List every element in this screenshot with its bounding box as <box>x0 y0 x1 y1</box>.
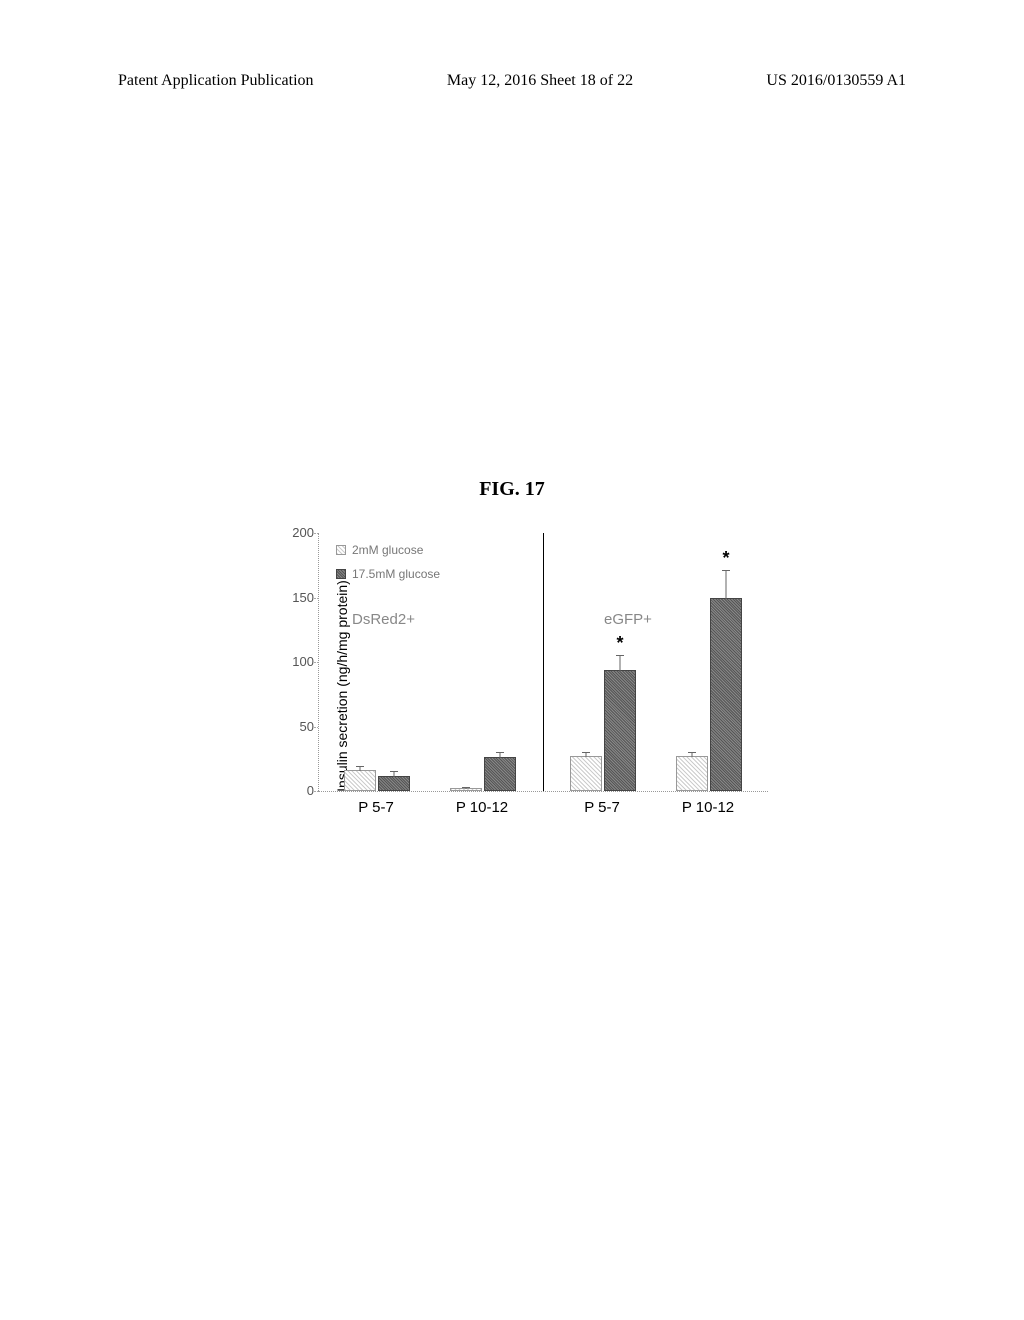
error-cap <box>390 771 398 772</box>
y-axis <box>318 533 319 791</box>
y-tick-label: 0 <box>274 783 314 798</box>
panel-label: DsRed2+ <box>352 611 415 628</box>
x-tick-label: P 5-7 <box>562 799 642 816</box>
error-cap <box>496 752 504 753</box>
error-cap <box>356 766 364 767</box>
y-tick-mark <box>314 662 318 663</box>
significance-marker: * <box>616 633 623 654</box>
y-tick-label: 200 <box>274 525 314 540</box>
bar-group: * <box>676 598 742 792</box>
bar <box>344 770 376 791</box>
x-tick-label: P 10-12 <box>442 799 522 816</box>
y-tick-label: 150 <box>274 590 314 605</box>
page-header: Patent Application Publication May 12, 2… <box>0 72 1024 90</box>
error-cap <box>582 752 590 753</box>
y-axis-label: Insulin secretion (ng/h/mg protein) <box>334 580 350 792</box>
y-tick-mark <box>314 533 318 534</box>
bar: * <box>604 670 636 791</box>
y-tick-label: 100 <box>274 654 314 669</box>
error-cap <box>688 752 696 753</box>
bar-group <box>344 770 410 791</box>
significance-marker: * <box>722 548 729 569</box>
y-tick-mark <box>314 727 318 728</box>
legend: 2mM glucose 17.5mM glucose <box>336 543 440 591</box>
legend-label: 17.5mM glucose <box>352 567 440 581</box>
header-center: May 12, 2016 Sheet 18 of 22 <box>447 72 633 90</box>
y-tick-label: 50 <box>274 719 314 734</box>
legend-swatch-light <box>336 545 346 555</box>
bar <box>570 756 602 791</box>
error-cap <box>462 787 470 788</box>
error-bar <box>726 570 727 598</box>
legend-item: 2mM glucose <box>336 543 440 557</box>
bar-group: * <box>570 670 636 791</box>
legend-label: 2mM glucose <box>352 543 423 557</box>
x-tick-label: P 5-7 <box>336 799 416 816</box>
header-left: Patent Application Publication <box>118 72 314 90</box>
chart: Insulin secretion (ng/h/mg protein) 0 50 1… <box>244 533 774 838</box>
bar <box>378 776 410 791</box>
bar-group <box>450 757 516 791</box>
legend-item: 17.5mM glucose <box>336 567 440 581</box>
legend-swatch-dark <box>336 569 346 579</box>
x-axis <box>318 791 768 792</box>
y-tick-mark <box>314 791 318 792</box>
divider-line <box>543 533 544 791</box>
bar <box>450 788 482 791</box>
bar <box>484 757 516 791</box>
header-right: US 2016/0130559 A1 <box>766 72 906 90</box>
error-cap <box>616 655 624 656</box>
error-cap <box>722 570 730 571</box>
bar: * <box>710 598 742 792</box>
panel-label: eGFP+ <box>604 611 652 628</box>
error-bar <box>620 655 621 670</box>
x-tick-label: P 10-12 <box>668 799 748 816</box>
figure-title: FIG. 17 <box>0 478 1024 501</box>
y-tick-mark <box>314 598 318 599</box>
bar <box>676 756 708 791</box>
